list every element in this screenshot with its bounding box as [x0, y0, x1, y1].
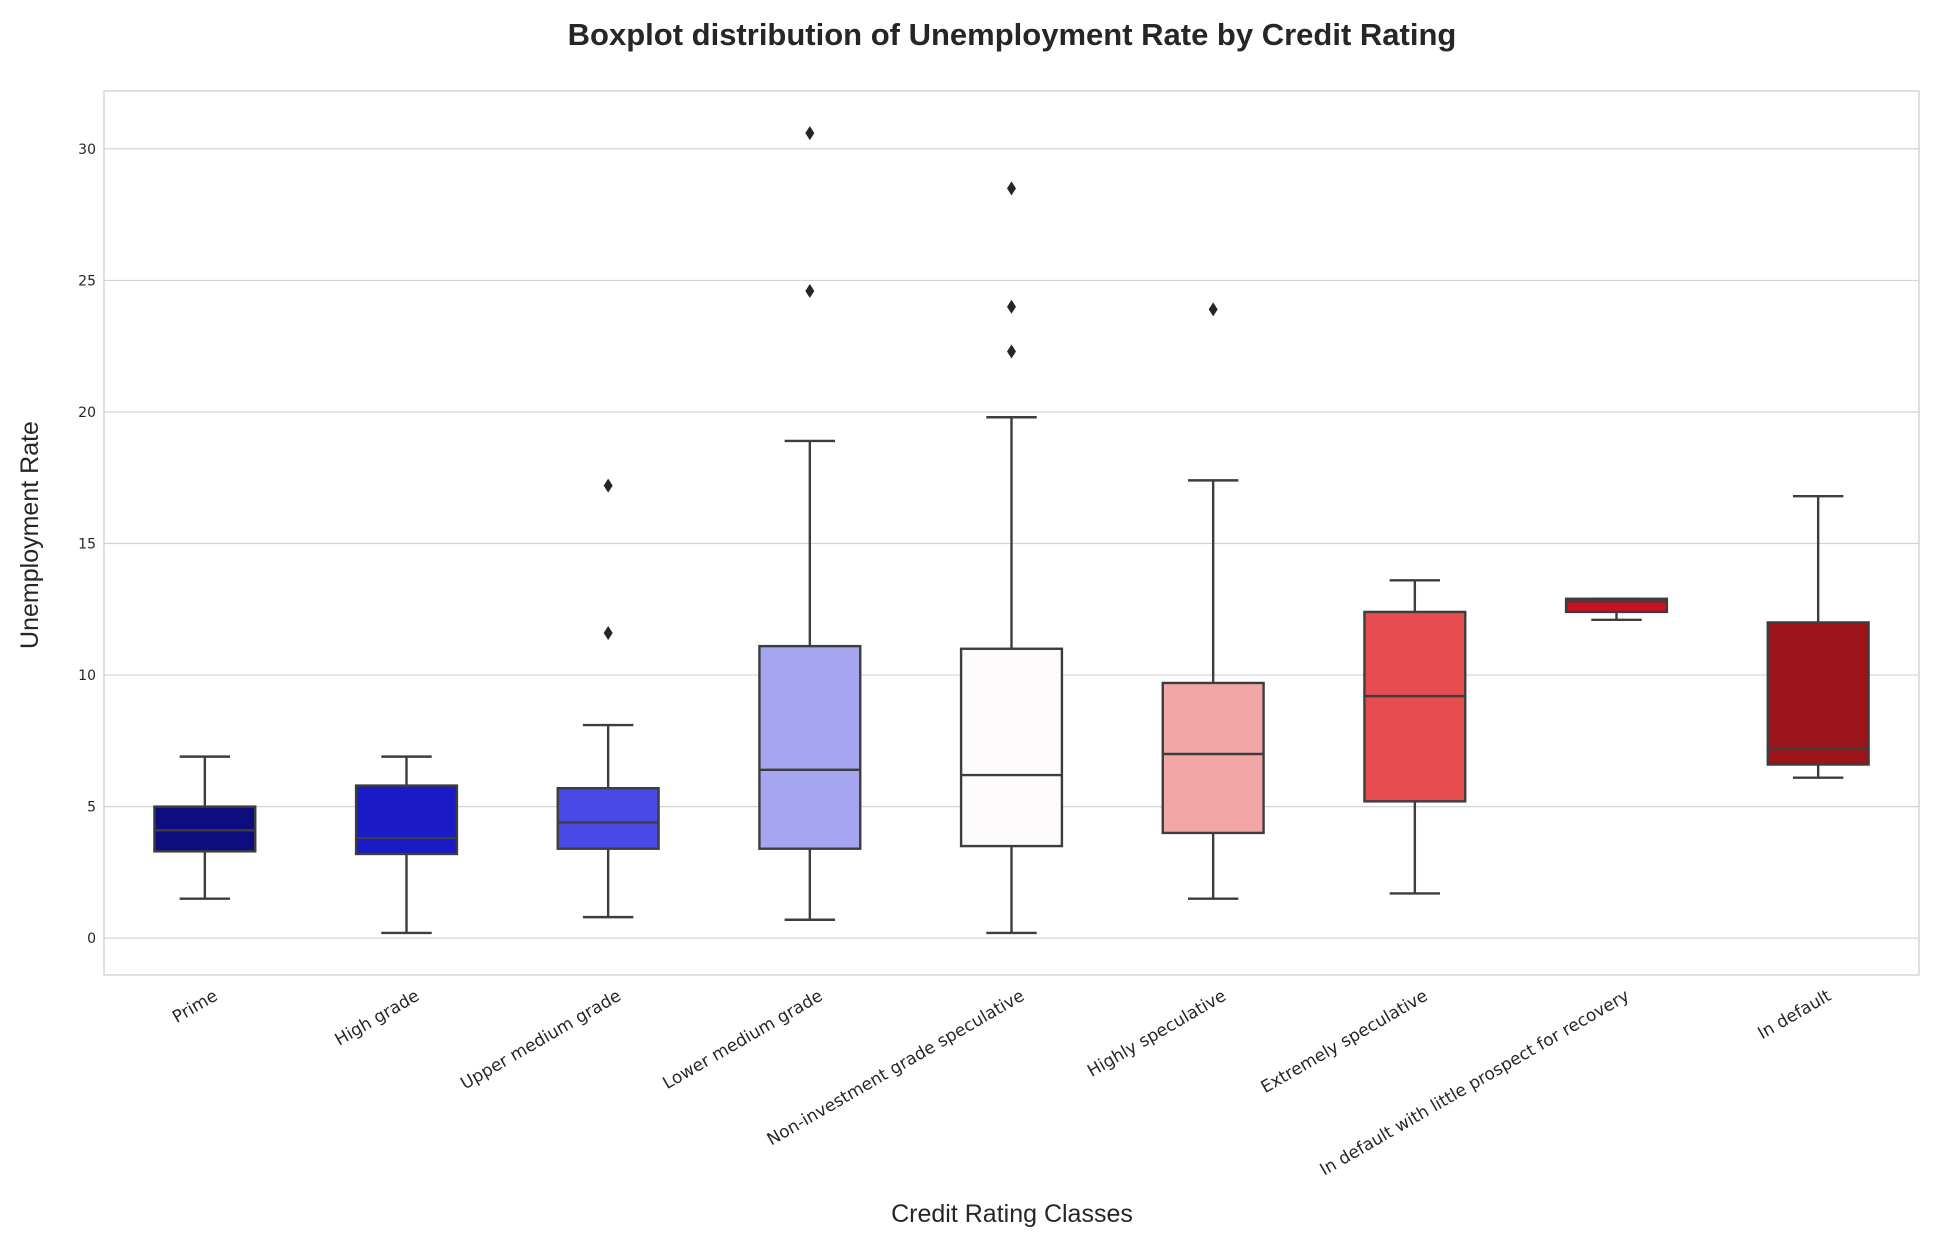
box-group [758, 126, 862, 921]
y-tick-label: 0 [87, 931, 96, 947]
box-iqr [758, 644, 862, 850]
outlier-point [1208, 302, 1218, 317]
x-tick-label: High grade [332, 986, 423, 1050]
box-group [556, 478, 660, 919]
y-tick-label: 25 [78, 273, 96, 289]
chart-title: Boxplot distribution of Unemployment Rat… [568, 17, 1457, 52]
outlier-point [805, 283, 815, 298]
box-group [1564, 597, 1669, 622]
x-tick-label: Prime [169, 986, 221, 1028]
box-iqr [1766, 621, 1870, 766]
y-axis-label: Unemployment Rate [16, 421, 44, 649]
plot-frame [103, 90, 1920, 976]
x-tick-label: Upper medium grade [457, 986, 624, 1094]
box-group [354, 755, 459, 935]
outlier-point [1007, 181, 1016, 196]
box-iqr [959, 647, 1064, 848]
box-group [1363, 579, 1467, 895]
y-tick-label: 20 [78, 405, 96, 421]
box-iqr [153, 805, 257, 853]
outlier-point [805, 126, 815, 141]
box-iqr [1161, 681, 1265, 835]
x-tick-labels: Prime High grade Upper medium grade Lower m… [169, 986, 1835, 1180]
x-tick-label: In default [1755, 986, 1835, 1044]
outlier-point [603, 478, 613, 493]
box-iqr [556, 787, 660, 850]
box-group [1766, 494, 1870, 779]
y-tick-label: 5 [87, 800, 96, 816]
x-axis-label: Credit Rating Classes [891, 1200, 1133, 1228]
outlier-point [603, 625, 613, 640]
x-tick-label: Extremely speculative [1258, 986, 1432, 1098]
outlier-point [1007, 299, 1016, 314]
outlier-point [1007, 344, 1016, 359]
y-tick-label: 30 [78, 142, 96, 158]
box-iqr [1363, 610, 1467, 803]
box-group [1161, 302, 1265, 900]
x-tick-label: Highly speculative [1084, 986, 1230, 1082]
y-tick-label: 15 [78, 537, 96, 553]
y-tick-labels: 0 5 10 15 20 25 30 [78, 142, 96, 947]
boxes [153, 126, 1870, 935]
y-tick-label: 10 [78, 668, 96, 684]
x-tick-label: In default with little prospect for reco… [1317, 986, 1633, 1180]
box-iqr [354, 784, 459, 856]
box-group [153, 755, 257, 900]
x-tick-label: Lower medium grade [660, 986, 827, 1094]
box-group [959, 181, 1064, 935]
